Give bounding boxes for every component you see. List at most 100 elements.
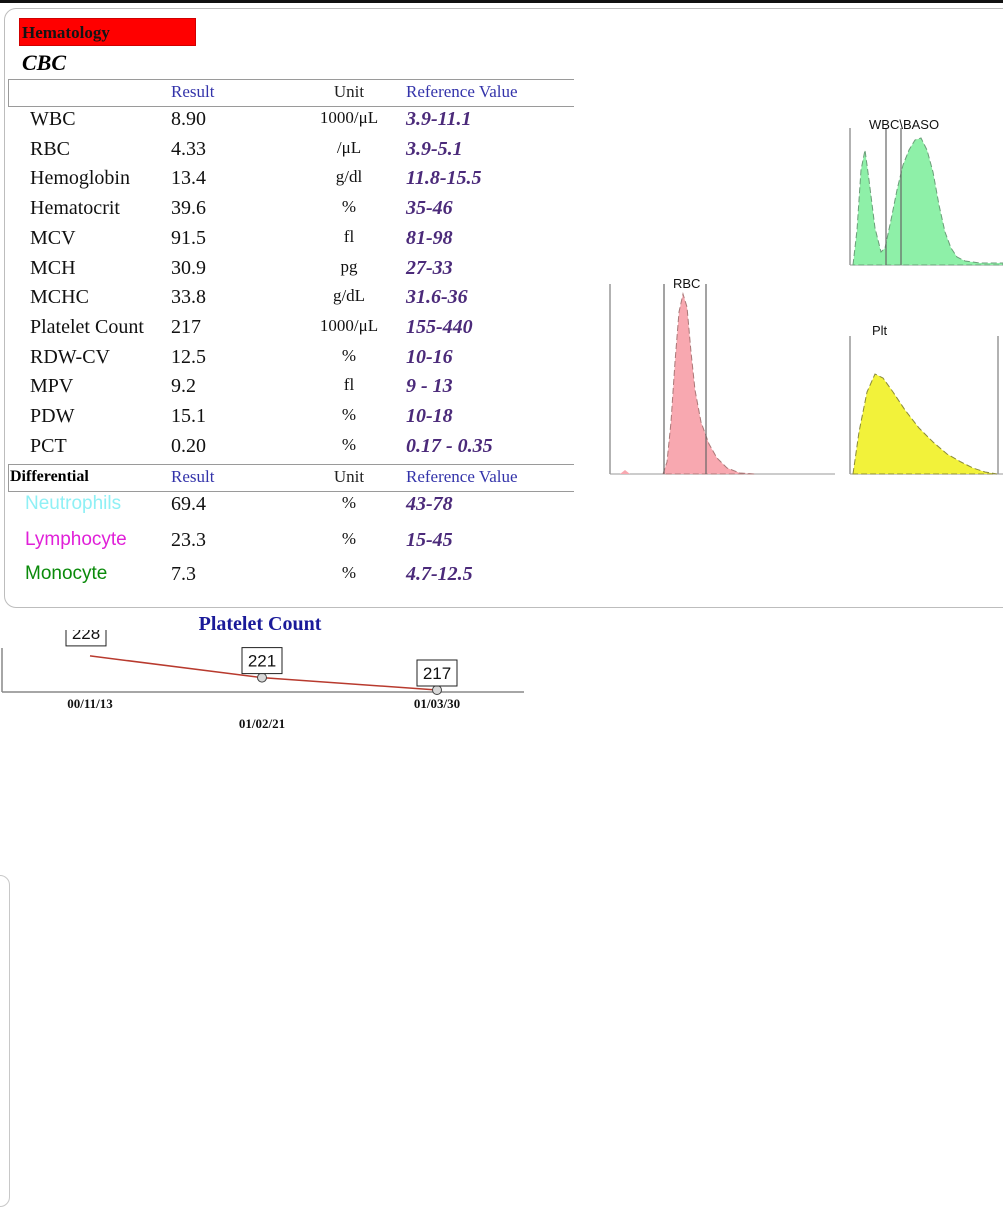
- table-row: PDW 15.1% 10-18: [0, 405, 580, 435]
- test-unit: fl: [343, 375, 355, 395]
- header-bottom-rule: [8, 106, 574, 107]
- table-row: Monocyte 7.3% 4.7-12.5: [0, 563, 580, 595]
- cell-type-reference: 43-78: [406, 493, 453, 515]
- cell-type-result: 7.3: [171, 563, 196, 585]
- trend-value-box: [241, 647, 283, 675]
- test-result: 13.4: [171, 167, 206, 190]
- cell-type-result: 69.4: [171, 493, 206, 515]
- test-name: RBC: [30, 137, 71, 160]
- test-name: RDW-CV: [30, 345, 110, 368]
- test-reference: 31.6-36: [406, 286, 468, 309]
- reference-header: Reference Value: [406, 82, 518, 101]
- test-unit: pg: [340, 256, 358, 276]
- cell-type-unit: %: [341, 529, 357, 548]
- table-row: Hematocrit 39.6% 35-46: [0, 197, 580, 227]
- table-row: Neutrophils 69.4% 43-78: [0, 493, 580, 525]
- test-reference: 27-33: [406, 256, 453, 279]
- trend-date-label: 01/02/21: [239, 716, 285, 731]
- trend-value-label: 217: [423, 664, 451, 683]
- cell-type-name: Monocyte: [25, 563, 108, 584]
- table-row: Hemoglobin 13.4 g/dl 11.8-15.5: [0, 167, 580, 197]
- table-row: Platelet Count 217 1000/μL 155-440: [0, 316, 580, 346]
- table-row: MPV 9.2 fl 9 - 13: [0, 375, 580, 405]
- trend-date-label: 00/11/13: [67, 696, 113, 711]
- rbc-label: RBC: [673, 276, 700, 291]
- test-reference: 9 - 13: [406, 375, 453, 398]
- table-row: RDW-CV 12.5% 10-16: [0, 346, 580, 376]
- cell-type-unit: %: [341, 493, 357, 512]
- platelet-trend-chart: 228 00/11/13 221 01/02/21 217 01/03/30: [0, 619, 540, 750]
- cell-type-unit: %: [341, 563, 357, 582]
- differential-header: Differential: [10, 468, 89, 485]
- test-reference: 0.17 - 0.35: [406, 434, 493, 457]
- table-row: PCT 0.20% 0.17 - 0.35: [0, 435, 580, 465]
- test-unit: 1000/μL: [319, 315, 379, 335]
- cell-type-reference: 15-45: [406, 529, 453, 551]
- diff-reference-header: Reference Value: [406, 467, 518, 486]
- test-reference: 81-98: [406, 226, 453, 249]
- trend-value-box: [416, 659, 458, 687]
- test-unit: fl: [343, 226, 355, 246]
- diff-top-rule: [8, 464, 574, 465]
- test-unit: %: [341, 405, 357, 424]
- plt-histogram: Plt: [845, 322, 1003, 478]
- test-unit: g/dL: [332, 286, 366, 306]
- header-left-rule: [8, 79, 9, 106]
- test-reference: 10-16: [406, 345, 453, 368]
- test-name: WBC: [30, 108, 76, 130]
- diff-unit-header: Unit: [333, 467, 365, 486]
- result-header: Result: [171, 82, 215, 101]
- test-result: 33.8: [171, 286, 206, 309]
- diff-left-rule: [8, 464, 9, 491]
- test-reference: 3.9-5.1: [406, 137, 463, 160]
- test-name: MCH: [30, 256, 76, 279]
- test-name: MCV: [30, 226, 76, 249]
- test-result: 91.5: [171, 226, 206, 249]
- cell-type-name: Lymphocyte: [25, 529, 127, 550]
- test-unit: g/dl: [335, 167, 363, 187]
- test-unit: 1000/μL: [319, 108, 379, 127]
- results-panel: [4, 8, 1003, 608]
- table-row: RBC 4.33/μL 3.9-5.1: [0, 138, 580, 168]
- trend-date-label: 01/03/30: [414, 696, 460, 711]
- test-reference: 155-440: [406, 315, 473, 338]
- section-tag: Hematology: [19, 18, 196, 46]
- trend-title: Platelet Count: [198, 613, 322, 635]
- top-border: [0, 0, 1003, 3]
- rbc-histogram: RBC: [605, 272, 837, 478]
- trend-point: [432, 685, 442, 695]
- test-result: 15.1: [171, 405, 206, 427]
- plt-label: Plt: [872, 323, 888, 338]
- table-row: MCHC 33.8 g/dL 31.6-36: [0, 286, 580, 316]
- cell-type-reference: 4.7-12.5: [406, 563, 473, 585]
- test-result: 8.90: [171, 108, 206, 130]
- test-result: 30.9: [171, 256, 206, 279]
- test-result: 12.5: [171, 345, 206, 368]
- test-name: MPV: [30, 375, 74, 398]
- diff-result-header: Result: [171, 467, 215, 486]
- test-reference: 10-18: [406, 405, 453, 427]
- trend-value-label: 228: [72, 630, 100, 643]
- test-unit: /μL: [336, 137, 362, 157]
- test-name: Platelet Count: [30, 315, 144, 338]
- test-reference: 35-46: [406, 197, 453, 220]
- panel-title: CBC: [22, 50, 67, 75]
- side-frame: [0, 875, 10, 1207]
- test-reference: 3.9-11.1: [406, 108, 472, 130]
- unit-header: Unit: [333, 82, 365, 101]
- wbc-baso-label: WBC\BASO: [869, 117, 939, 132]
- test-result: 217: [171, 315, 201, 338]
- test-name: PDW: [30, 405, 75, 427]
- test-name: MCHC: [30, 286, 89, 309]
- diff-bottom-rule: [8, 491, 574, 492]
- wbc-baso-histogram: WBC\BASO: [845, 110, 1003, 270]
- test-unit: %: [341, 197, 357, 217]
- header-top-rule: [8, 79, 574, 80]
- table-row: MCH 30.9 pg 27-33: [0, 257, 580, 287]
- trend-value-label: 221: [248, 652, 276, 671]
- table-row: WBC 8.90 1000/μL 3.9-11.1: [0, 108, 580, 138]
- test-result: 0.20: [171, 434, 206, 457]
- trend-point: [257, 672, 267, 683]
- test-reference: 11.8-15.5: [406, 167, 482, 190]
- cell-type-name: Neutrophils: [25, 493, 122, 514]
